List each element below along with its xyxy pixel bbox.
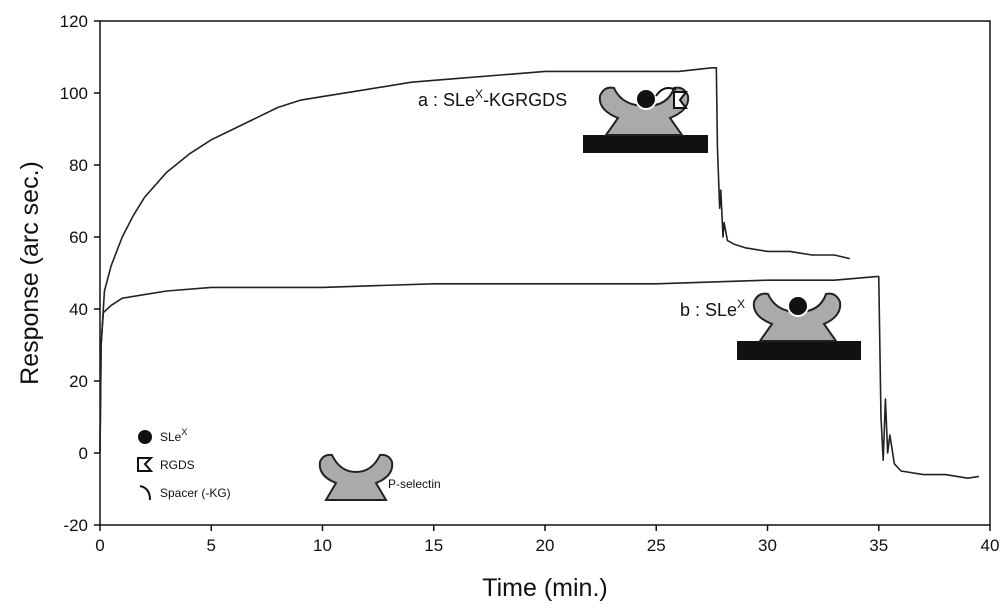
legend-symbol — [137, 457, 154, 472]
legend-label: SLeX — [160, 427, 187, 444]
x-tick-label: 0 — [95, 536, 104, 555]
x-tick-label: 20 — [536, 536, 555, 555]
x-tick-label: 25 — [647, 536, 666, 555]
y-tick-label: -20 — [63, 516, 88, 535]
y-tick-label: 100 — [60, 84, 88, 103]
x-tick-label: 10 — [313, 536, 332, 555]
y-tick-label: 120 — [60, 12, 88, 31]
x-axis-title: Time (min.) — [482, 574, 607, 602]
legend-label: RGDS — [160, 458, 195, 472]
data-line — [99, 67, 851, 454]
y-tick-label: 0 — [79, 444, 88, 463]
x-tick-label: 30 — [758, 536, 777, 555]
x-tick-label: 40 — [981, 536, 1000, 555]
data-line — [99, 275, 980, 479]
x-tick-label: 35 — [869, 536, 888, 555]
legend-label: Spacer (-KG) — [160, 486, 231, 500]
x-tick-label: 15 — [424, 536, 443, 555]
y-tick-label: 40 — [69, 300, 88, 319]
y-tick-label: 60 — [69, 228, 88, 247]
annotation: b : SLeX — [680, 297, 745, 320]
y-axis-title: Response (arc sec.) — [16, 161, 44, 385]
annotation: a : SLeX-KGRGDS — [418, 87, 567, 110]
y-tick-label: 80 — [69, 156, 88, 175]
legend-label: P-selectin — [388, 477, 441, 491]
legend-symbol — [318, 453, 394, 501]
legend-symbol — [139, 485, 151, 501]
y-tick-label: 20 — [69, 372, 88, 391]
icon — [583, 86, 708, 153]
x-tick-label: 5 — [207, 536, 216, 555]
legend-symbol — [138, 430, 152, 444]
icon — [737, 292, 861, 360]
